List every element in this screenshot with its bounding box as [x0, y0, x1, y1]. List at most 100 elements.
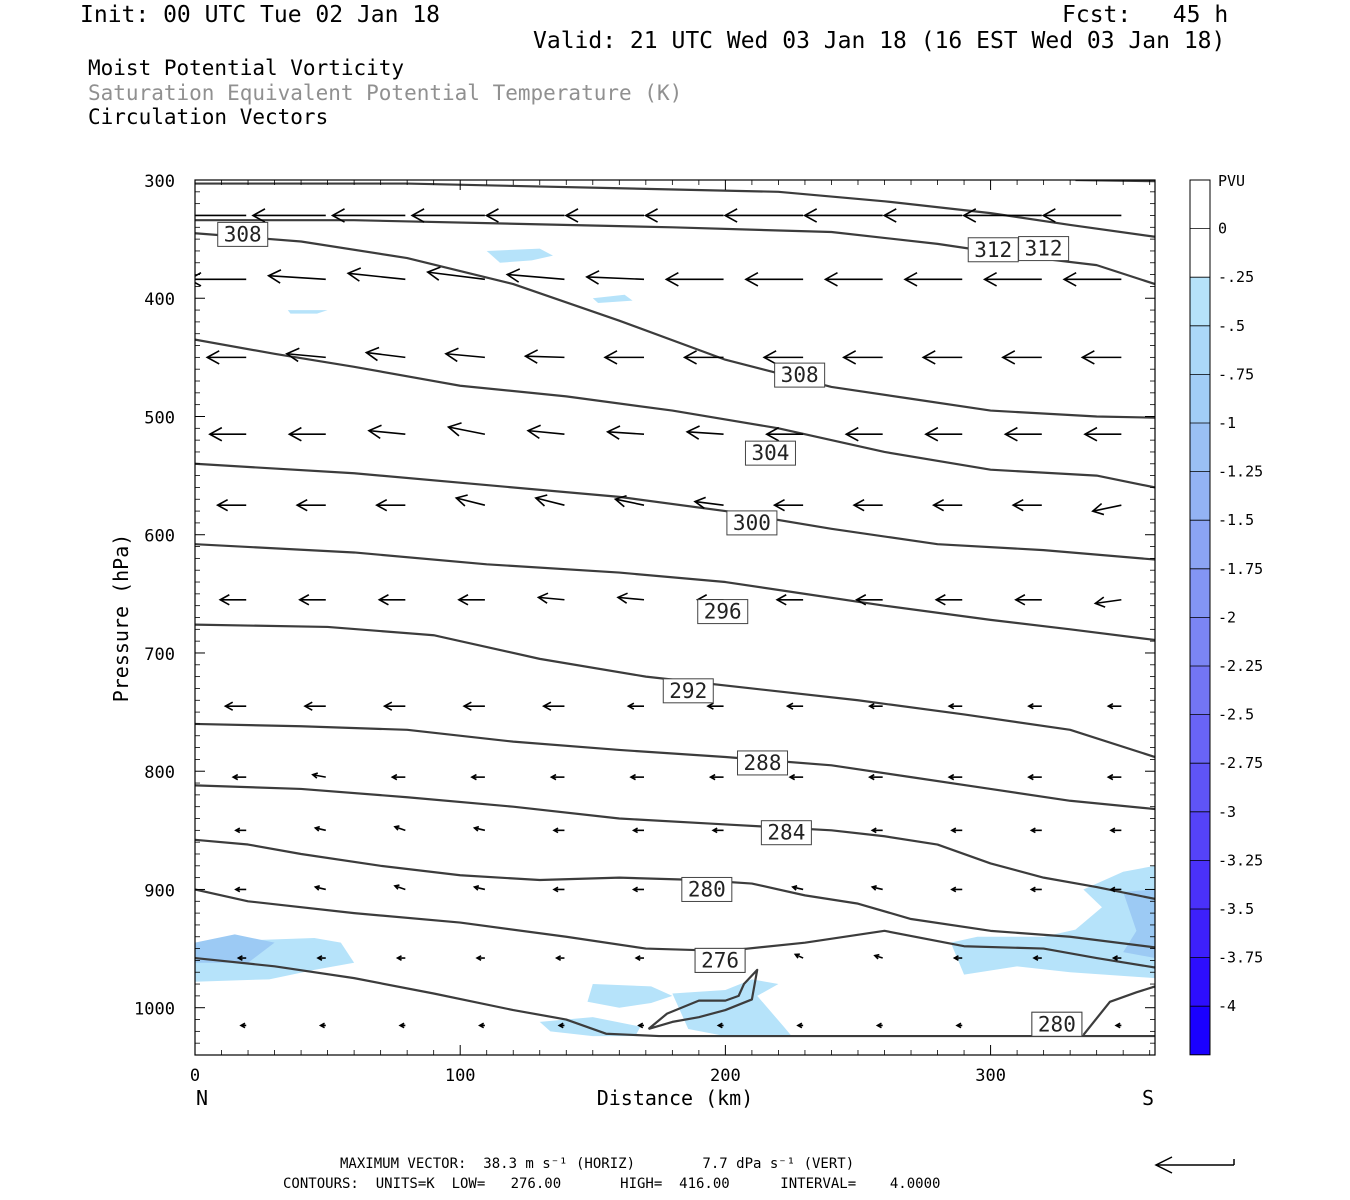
vector-arrow [682, 350, 724, 365]
colorbar-swatch [1190, 617, 1210, 666]
vector-arrow [762, 350, 804, 365]
vector-arrow [1080, 350, 1122, 365]
contour-label-box-10 [744, 440, 796, 466]
vector-arrow [205, 350, 247, 365]
vector-arrow [444, 347, 485, 363]
contour-line-0 [647, 968, 759, 1031]
vector-arrow [631, 827, 645, 834]
vector-arrow [882, 208, 963, 223]
colorbar-title: PVU [1218, 172, 1245, 190]
vector-arrow [266, 269, 326, 284]
vector-arrow [803, 208, 883, 223]
vector-arrow [234, 886, 247, 893]
vector-arrow [1083, 426, 1122, 442]
vector-arrow [947, 773, 963, 781]
vector-arrow [842, 350, 883, 365]
title-mpv: Moist Potential Vorticity [88, 56, 405, 80]
contour-line-5 [195, 784, 1155, 900]
colorbar-label: -2.25 [1218, 657, 1263, 675]
y-tick-label: 700 [144, 645, 175, 665]
vector-arrow [1027, 773, 1042, 781]
vector-arrow [1109, 827, 1122, 834]
vector-arrow [472, 825, 486, 832]
vector-arrow [311, 772, 326, 779]
vector-arrow [475, 955, 485, 961]
vector-arrow [1091, 502, 1122, 516]
vector-arrow [367, 424, 406, 440]
vector-arrow [870, 885, 883, 891]
vector-arrow [541, 701, 565, 711]
contour-line-9 [195, 462, 1155, 561]
mpv-region-6 [592, 294, 633, 303]
vector-arrow [231, 773, 247, 781]
colorbar-swatch [1190, 811, 1210, 861]
vector-arrow [223, 701, 247, 711]
colorbar-label: -3.75 [1218, 949, 1263, 967]
contour-line-1 [1082, 985, 1155, 1036]
colorbar-swatch [1190, 909, 1210, 958]
vector-arrow [536, 592, 565, 604]
vector-arrow [446, 422, 486, 437]
vector-arrow [1106, 773, 1122, 781]
vector-arrow [693, 496, 724, 509]
vector-arrow [523, 349, 565, 364]
vector-arrow [796, 1022, 804, 1029]
vector-arrow [393, 825, 406, 832]
vector-arrow [708, 773, 724, 781]
south-label: S [1142, 1086, 1154, 1110]
vector-arrow [962, 208, 1042, 223]
colorbar-swatch [1190, 1006, 1210, 1055]
vector-arrow [313, 885, 326, 891]
y-tick-label: 500 [144, 408, 175, 428]
contour-line-13 [195, 182, 1155, 238]
colorbar-swatch [1190, 860, 1210, 909]
mpv-region-2 [539, 1017, 641, 1037]
contour-label-box-12 [967, 237, 1019, 263]
vector-arrow [1001, 350, 1042, 365]
vector-arrow [788, 773, 804, 781]
vector-arrow [303, 701, 326, 711]
vector-arrow [1041, 208, 1122, 223]
vector-arrow [852, 498, 883, 512]
contour-line-4 [195, 838, 1155, 949]
colorbar-label: -2 [1218, 608, 1236, 626]
vector-arrow [534, 494, 565, 507]
contour-label-7: 292 [669, 679, 707, 703]
vector-arrow [1029, 886, 1042, 893]
contour-line-6 [195, 722, 1155, 811]
colorbar-label: 0 [1218, 220, 1227, 238]
mpv-region-1 [587, 984, 673, 1008]
vector-arrow [557, 1022, 565, 1029]
vector-arrow [952, 955, 963, 961]
vector-arrow [410, 208, 485, 223]
vector-arrow [744, 272, 804, 287]
contour-line-10 [195, 338, 1155, 489]
colorbar-swatch [1190, 666, 1210, 715]
mpv-region-9 [1123, 889, 1155, 959]
vector-arrow [1109, 886, 1122, 893]
contour-label-box-7 [662, 678, 714, 704]
vector-arrow [375, 498, 406, 512]
colorbar-swatch [1190, 423, 1210, 472]
colorbar-label: -2.75 [1218, 754, 1263, 772]
vector-arrow [634, 955, 645, 961]
colorbar-swatch [1190, 714, 1210, 764]
colorbar-label: -3.25 [1218, 851, 1263, 869]
vector-arrow [785, 702, 804, 710]
vector-arrow [295, 498, 326, 512]
vector-arrow [947, 702, 963, 710]
contour-label-box-11 [774, 362, 826, 388]
x-tick-label: 100 [445, 1066, 476, 1086]
vector-arrow [395, 955, 406, 961]
colorbar-label: -3 [1218, 803, 1236, 821]
contour-label-3: 280 [688, 877, 726, 901]
y-tick-label: 900 [144, 881, 175, 901]
vector-arrow [1032, 955, 1042, 961]
vector-arrow [685, 425, 724, 440]
colorbar-swatch [1190, 374, 1210, 423]
vector-arrow [716, 1022, 724, 1029]
contour-label-box-extra-2 [1031, 1011, 1083, 1037]
vector-arrow [723, 208, 804, 223]
vector-arrow [454, 494, 486, 507]
vector-arrow [613, 494, 645, 508]
